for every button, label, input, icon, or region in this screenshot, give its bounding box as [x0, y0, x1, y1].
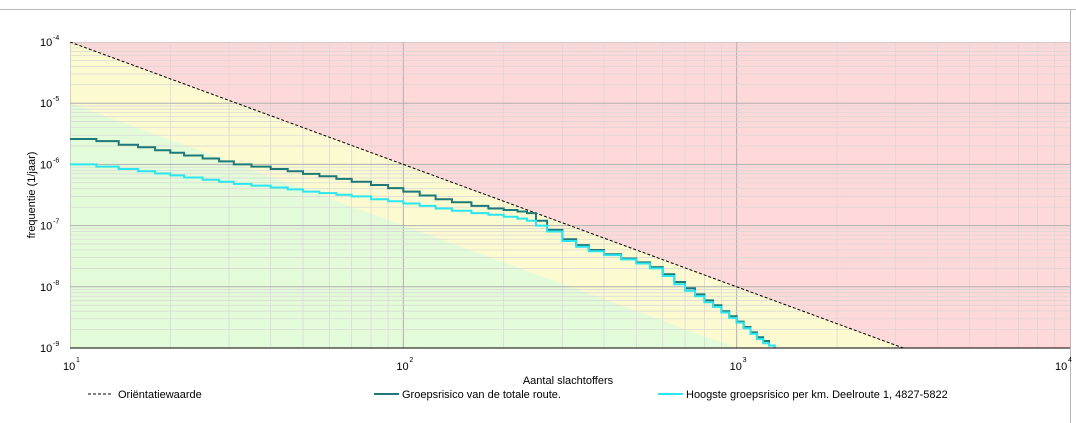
series-line-2 [70, 163, 776, 348]
x-axis-title: Aantal slachtoffers [523, 375, 614, 387]
x-tick-exp-3: 4 [1068, 357, 1072, 364]
series-group [70, 42, 904, 348]
y-tick-label-1: 10 [40, 98, 52, 110]
y-tick-label-5: 10 [40, 343, 52, 355]
series-line-0 [70, 42, 904, 348]
x-tick-exp-0: 1 [76, 357, 80, 364]
y-tick-exp-3: -7 [53, 219, 59, 226]
window-frame-right [1070, 9, 1071, 423]
y-tick-label-3: 10 [40, 221, 52, 233]
y-tick-exp-2: -6 [53, 157, 59, 164]
x-tick-label-1: 10 [396, 361, 408, 373]
x-tick-label-0: 10 [63, 361, 75, 373]
y-tick-exp-5: -9 [53, 341, 59, 348]
legend-label-0: Oriëntatiewaarde [118, 389, 202, 401]
legend-label-2: Hoogste groepsrisico per km. Deelroute 1… [686, 389, 948, 401]
y-tick-labels: 10-410-510-610-710-810-9 [40, 35, 59, 355]
x-tick-exp-1: 2 [409, 357, 413, 364]
y-tick-exp-4: -8 [53, 280, 59, 287]
legend-label-1: Groepsrisico van de totale route. [402, 389, 561, 401]
y-axis-title: frequentie (1/jaar) [26, 152, 38, 239]
y-tick-label-4: 10 [40, 282, 52, 294]
series-line-1 [70, 138, 776, 348]
legend: Oriëntatiewaarde Groepsrisico van de tota… [88, 389, 948, 401]
y-tick-label-0: 10 [40, 37, 52, 49]
y-tick-exp-0: -4 [53, 35, 59, 42]
risk-zones [70, 42, 1070, 348]
grid-lines [70, 42, 1070, 348]
x-tick-exp-2: 3 [743, 357, 747, 364]
y-tick-exp-1: -5 [53, 96, 59, 103]
x-tick-label-2: 10 [730, 361, 742, 373]
y-tick-label-2: 10 [40, 159, 52, 171]
x-tick-label-3: 10 [1055, 361, 1067, 373]
window-frame-top [0, 9, 1076, 10]
